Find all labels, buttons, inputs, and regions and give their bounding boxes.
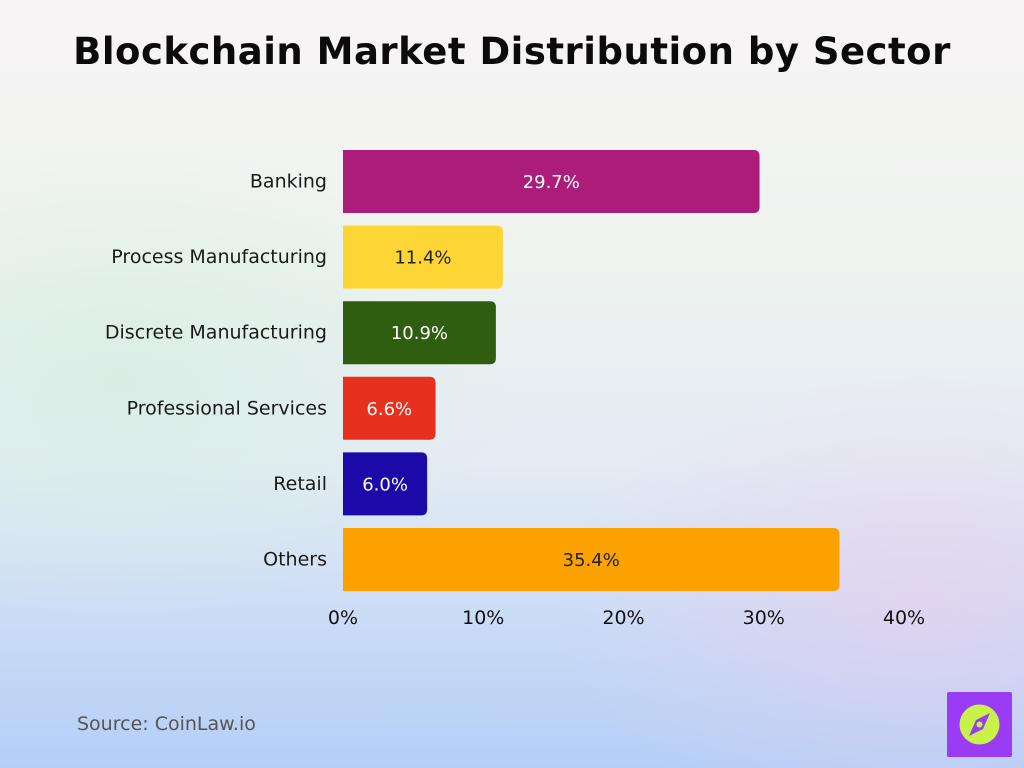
bar [343, 225, 503, 289]
x-tick-label: 30% [743, 607, 785, 629]
bar [343, 528, 840, 591]
brand-logo [947, 692, 1012, 757]
category-label: Professional Services [127, 397, 327, 419]
x-tick-label: 10% [462, 607, 504, 629]
x-tick-label: 0% [328, 607, 358, 629]
category-label: Discrete Manufacturing [105, 322, 327, 344]
bar-value-label: 29.7% [523, 172, 580, 193]
x-tick-label: 20% [602, 607, 644, 629]
bar [343, 150, 760, 213]
bar-value-label: 6.0% [362, 474, 408, 495]
bar-value-label: 11.4% [394, 248, 451, 269]
bar [343, 301, 496, 365]
bar-value-label: 35.4% [563, 550, 620, 571]
bar-chart: Banking 29.7% Process Manufacturing 11.4% Di… [105, 150, 925, 629]
bar-value-label: 6.6% [366, 399, 412, 420]
category-label: Others [263, 549, 327, 571]
bar [343, 376, 436, 440]
x-tick-label: 40% [883, 607, 925, 629]
category-label: Banking [250, 171, 327, 193]
compass-leaf-icon [959, 704, 1000, 745]
source-note: Source: CoinLaw.io [77, 713, 256, 735]
bar-value-label: 10.9% [391, 323, 448, 344]
category-label: Retail [273, 473, 327, 495]
bar [343, 452, 428, 516]
category-label: Process Manufacturing [111, 246, 327, 268]
chart-title: Blockchain Market Distribution by Sector [73, 30, 951, 73]
